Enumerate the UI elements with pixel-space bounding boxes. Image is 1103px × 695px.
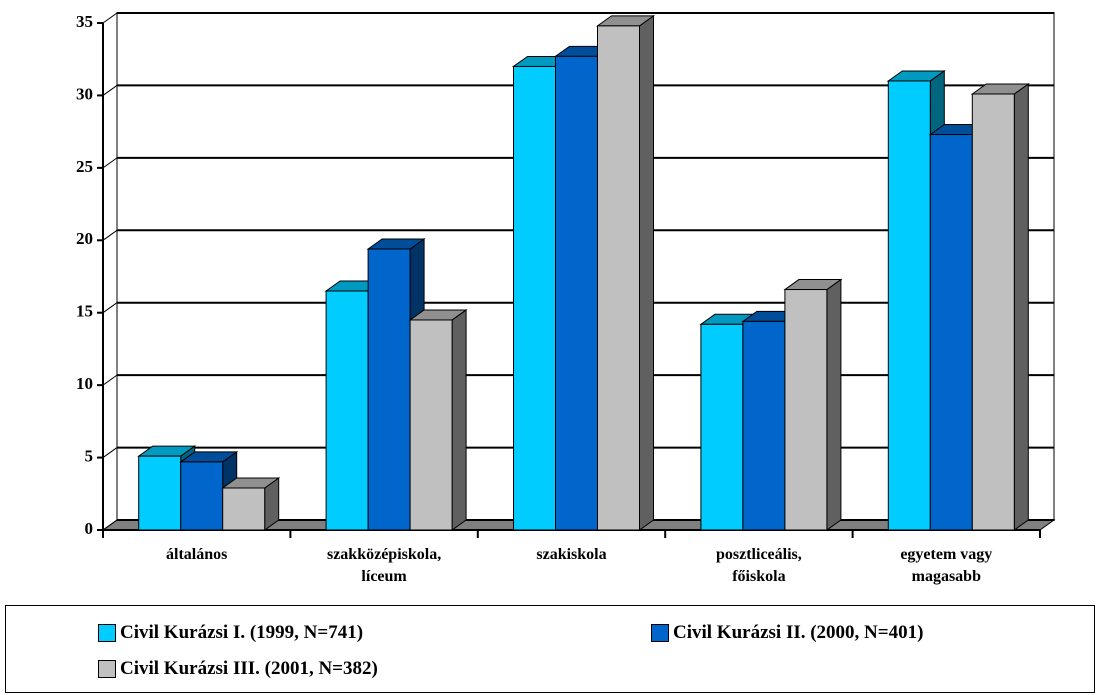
- bar: [929, 134, 973, 531]
- y-tick-label: 10: [76, 374, 93, 393]
- bar: [555, 55, 598, 531]
- bar-side: [639, 14, 654, 531]
- x-tick-label: szakközépiskola, líceum: [326, 546, 442, 585]
- grid-line-side: [102, 302, 118, 314]
- grid-line-side: [102, 447, 118, 458]
- legend-label: Civil Kurázsi III. (2001, N=382): [120, 658, 378, 679]
- x-tick-label: egyetem vagy magasabb: [900, 546, 993, 585]
- x-tick-label: általános: [166, 546, 228, 563]
- grid-line-side: [102, 229, 118, 241]
- bar: [409, 319, 453, 531]
- plot: 0 5 10 15 20 25 30 35: [76, 12, 1056, 538]
- y-tick-label: 15: [76, 302, 93, 321]
- grid-line-side: [102, 157, 118, 169]
- bar: [222, 487, 266, 531]
- y-tick-label: 25: [76, 157, 93, 176]
- grid-line-side: [102, 519, 118, 531]
- bar: [513, 65, 556, 531]
- x-tick-label: posztliceális, főiskola: [716, 546, 802, 585]
- grid-line-side: [102, 85, 118, 96]
- legend-swatch: [98, 660, 116, 678]
- bar: [784, 289, 828, 531]
- bar-side: [1013, 83, 1029, 531]
- bar-side: [451, 308, 467, 531]
- x-tick-label: szakiskola: [536, 546, 607, 563]
- grid-line-side: [102, 12, 118, 24]
- legend-swatch: [651, 624, 669, 642]
- bar: [597, 25, 640, 531]
- legend-swatch: [98, 624, 116, 642]
- bar: [325, 290, 369, 531]
- bar: [367, 248, 411, 531]
- y-tick-label: 5: [85, 446, 94, 465]
- legend-label: Civil Kurázsi II. (2000, N=401): [673, 622, 924, 643]
- bar: [742, 320, 786, 531]
- legend-item: Civil Kurázsi II. (2000, N=401): [651, 622, 923, 644]
- legend: Civil Kurázsi I. (1999, N=741) Civil Kurá…: [5, 605, 1095, 693]
- legend-label: Civil Kurázsi I. (1999, N=741): [120, 622, 364, 643]
- bar: [180, 461, 224, 531]
- y-tick-label: 35: [76, 12, 93, 31]
- bar: [700, 323, 744, 531]
- y-tick-label: 20: [76, 229, 93, 248]
- bar: [138, 455, 182, 531]
- y-tick-label: 0: [85, 519, 94, 538]
- legend-item: Civil Kurázsi III. (2001, N=382): [98, 658, 378, 680]
- y-tick-label: 30: [76, 84, 93, 103]
- bar: [887, 80, 931, 531]
- bar-side: [826, 278, 842, 531]
- grid-line-side: [102, 374, 118, 386]
- bar: [971, 93, 1015, 531]
- legend-item: Civil Kurázsi I. (1999, N=741): [98, 622, 363, 644]
